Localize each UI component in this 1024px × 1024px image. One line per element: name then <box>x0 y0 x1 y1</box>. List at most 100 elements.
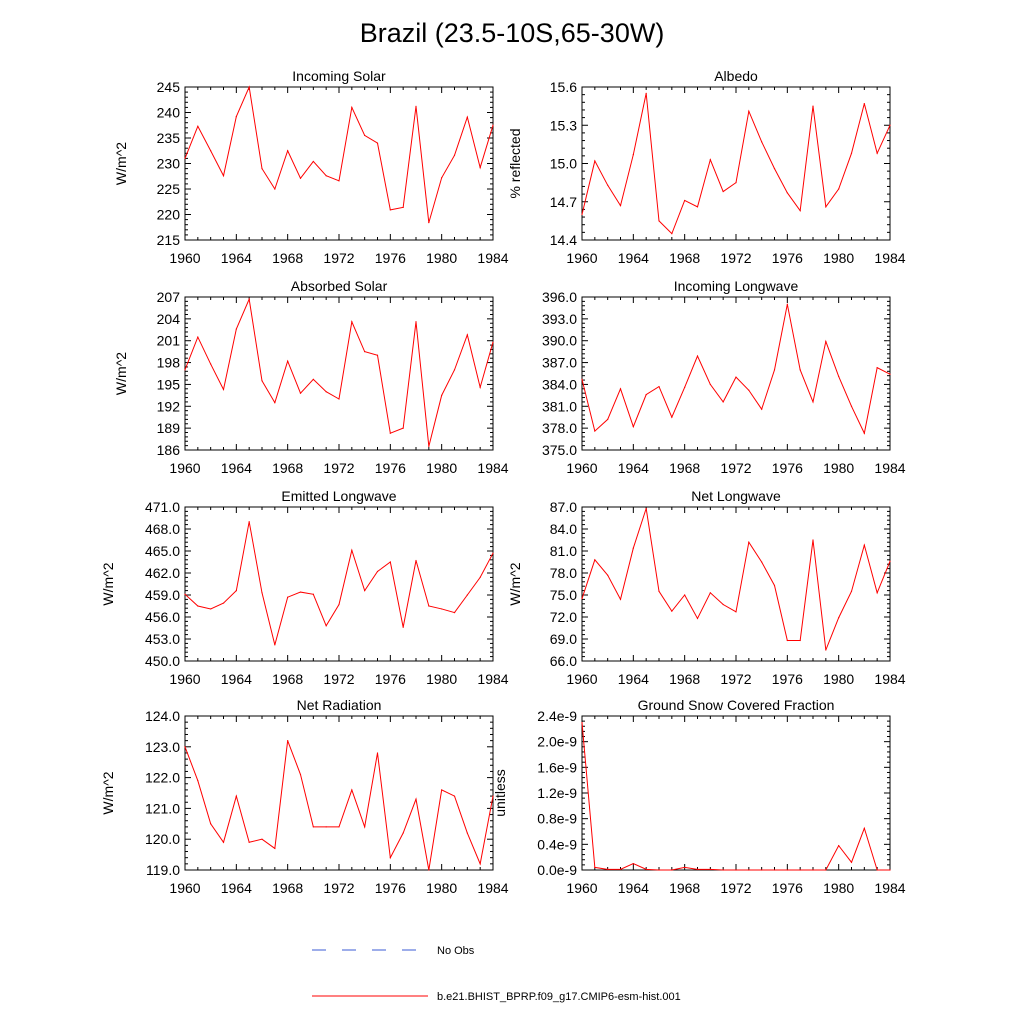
data-point-1961 <box>197 605 199 607</box>
x-tick-label: 1972 <box>323 460 354 476</box>
data-point-1984 <box>889 373 891 375</box>
x-tick-label: 1980 <box>823 250 854 266</box>
data-point-1973 <box>351 789 353 791</box>
data-point-1982 <box>466 832 468 834</box>
x-tick-label: 1960 <box>566 460 597 476</box>
data-point-1971 <box>722 190 724 193</box>
y-tick-label: 201 <box>157 333 181 349</box>
data-point-1969 <box>299 591 302 593</box>
y-tick-label: 72.0 <box>550 609 577 625</box>
x-tick-label: 1972 <box>323 880 354 896</box>
data-point-1983 <box>479 386 481 388</box>
data-point-1976 <box>389 857 391 859</box>
y-tick-label: 124.0 <box>145 708 180 724</box>
data-point-1962 <box>607 868 609 870</box>
data-point-1960 <box>581 378 583 380</box>
y-tick-label: 230 <box>157 156 181 172</box>
x-tick-label: 1984 <box>874 880 905 896</box>
data-point-1969 <box>299 177 302 179</box>
plot-frame <box>184 296 494 451</box>
data-point-1963 <box>222 388 225 391</box>
data-point-1974 <box>364 826 366 828</box>
plot-frame <box>184 86 494 241</box>
data-point-1978 <box>415 105 417 107</box>
data-point-1981 <box>850 861 853 863</box>
y-tick-label: 456.0 <box>145 609 180 625</box>
x-tick-label: 1960 <box>169 880 200 896</box>
data-point-1971 <box>325 175 327 177</box>
data-point-1972 <box>338 398 340 400</box>
data-point-1960 <box>184 157 186 159</box>
y-tick-label: 393.0 <box>542 311 577 327</box>
data-point-1966 <box>658 869 660 871</box>
panels: Incoming Solar W/m^2 1960 1964 1968 1972 1976 1… <box>100 68 906 896</box>
data-point-1984 <box>492 124 494 126</box>
x-tick-label: 1980 <box>426 880 457 896</box>
legend-model-label: b.e21.BHIST_BPRP.f09_g17.CMIP6-esm-hist.… <box>437 991 681 1003</box>
x-tick-label: 1976 <box>375 671 406 687</box>
x-tick-label: 1976 <box>772 250 803 266</box>
data-point-1969 <box>696 355 699 357</box>
y-tick-label: 119.0 <box>146 862 180 878</box>
data-point-1976 <box>389 209 391 211</box>
data-point-1977 <box>799 369 801 371</box>
y-tick-label: 453.0 <box>145 631 180 647</box>
data-point-1962 <box>607 574 609 576</box>
data-point-1980 <box>838 188 840 190</box>
panel-title: Albedo <box>714 68 758 84</box>
y-tick-label: 192 <box>157 398 181 414</box>
y-tick-label: 78.0 <box>550 565 577 581</box>
y-tick-label: 396.0 <box>542 289 577 305</box>
data-point-1975 <box>376 570 379 573</box>
data-point-1981 <box>850 590 853 592</box>
data-point-1970 <box>709 868 711 870</box>
data-point-1972 <box>735 182 737 184</box>
data-point-1961 <box>594 430 596 432</box>
panel-title: Absorbed Solar <box>291 278 388 294</box>
y-axis-label: W/m^2 <box>113 142 129 185</box>
x-tick-label: 1968 <box>669 250 700 266</box>
x-tick-label: 1980 <box>426 250 457 266</box>
panel-5: Net Longwave W/m^2 1960 1964 1968 1972 1976 198… <box>507 488 906 687</box>
y-tick-label: 450.0 <box>145 653 180 669</box>
data-point-1979 <box>825 340 827 343</box>
data-point-1971 <box>325 391 327 393</box>
x-tick-label: 1960 <box>169 460 200 476</box>
x-tick-label: 1960 <box>566 880 597 896</box>
panel-title: Emitted Longwave <box>281 488 396 504</box>
data-point-1963 <box>222 841 225 843</box>
data-point-1973 <box>351 549 353 551</box>
data-point-1979 <box>825 206 827 208</box>
data-point-1962 <box>607 418 609 420</box>
data-point-1976 <box>786 303 788 305</box>
x-tick-label: 1984 <box>874 460 905 476</box>
x-tick-label: 1960 <box>169 671 200 687</box>
y-tick-label: 186 <box>157 442 181 458</box>
data-point-1970 <box>312 826 314 828</box>
data-point-1977 <box>402 206 404 208</box>
data-point-1981 <box>453 612 456 614</box>
data-point-1984 <box>492 552 494 554</box>
data-point-1977 <box>799 639 801 642</box>
x-tick-label: 1972 <box>323 671 354 687</box>
data-point-1961 <box>594 559 596 561</box>
x-tick-label: 1976 <box>772 671 803 687</box>
x-tick-label: 1984 <box>874 250 905 266</box>
data-point-1967 <box>671 869 673 871</box>
data-point-1980 <box>441 608 443 610</box>
data-point-1980 <box>441 789 443 791</box>
x-tick-label: 1984 <box>477 880 508 896</box>
data-point-1966 <box>658 590 660 592</box>
x-tick-label: 1980 <box>823 880 854 896</box>
data-point-1968 <box>684 594 686 596</box>
data-point-1978 <box>812 401 814 403</box>
y-tick-label: 220 <box>157 207 181 223</box>
y-tick-label: 15.6 <box>550 79 577 95</box>
data-point-1974 <box>761 869 763 871</box>
y-tick-label: 387.0 <box>542 355 577 371</box>
x-tick-label: 1984 <box>477 671 508 687</box>
y-tick-label: 198 <box>157 355 181 371</box>
data-point-1964 <box>632 426 634 428</box>
data-point-1967 <box>274 402 276 404</box>
